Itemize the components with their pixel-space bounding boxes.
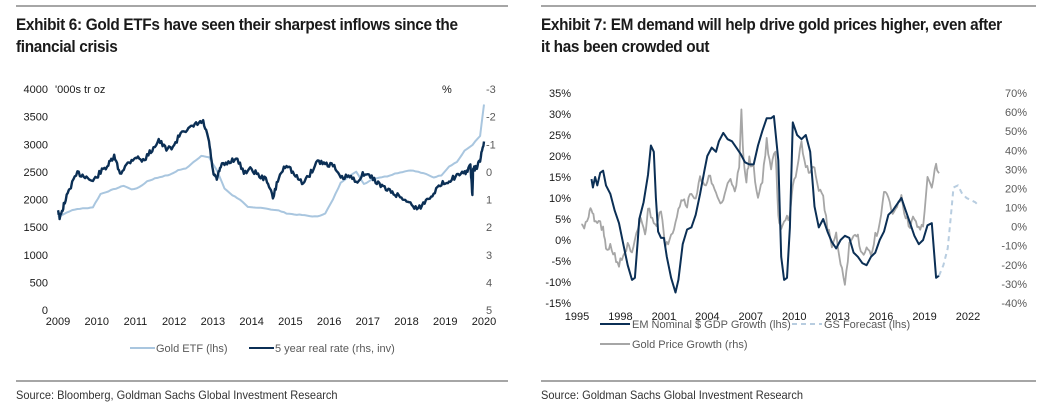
y-axis-right-tick-label: 50% bbox=[1005, 126, 1027, 138]
y-axis-left-tick-label: 2000 bbox=[24, 195, 48, 207]
y-axis-right-tick-label: 0 bbox=[486, 167, 492, 179]
exhibit-6-panel: Exhibit 6: Gold ETFs have seen their sha… bbox=[16, 0, 508, 407]
y-axis-right-tick-label: -30% bbox=[1001, 279, 1027, 291]
x-axis-tick-label: 2007 bbox=[739, 311, 763, 323]
y-axis-left-tick-label: -10% bbox=[545, 277, 571, 289]
series-line-gs-forecast bbox=[938, 184, 981, 277]
x-axis-tick-label: 2010 bbox=[782, 311, 806, 323]
x-axis-tick-label: 2009 bbox=[46, 316, 70, 328]
y-axis-right-tick-label: 0% bbox=[1011, 222, 1027, 234]
y-axis-right-tick-label: 20% bbox=[1005, 183, 1027, 195]
exhibit-7-title: Exhibit 7: EM demand will help drive gol… bbox=[541, 14, 1038, 58]
exhibit-7-chart: 35% 30% 25% 20% 15% 10% 5% 0% -5% -10% -15% 70% 60% 5… bbox=[545, 88, 1027, 351]
y-axis-left-tick-label: 25% bbox=[549, 130, 571, 142]
exhibit-6-title-line-1: Exhibit 6: Gold ETFs have seen their sha… bbox=[16, 16, 458, 34]
y-axis-right-tick-label: -20% bbox=[1001, 260, 1027, 272]
y-axis-right-tick-label: 30% bbox=[1005, 164, 1027, 176]
y-axis-left-tick-label: -15% bbox=[545, 298, 571, 310]
exhibit-7-title-line-2: it has been crowded out bbox=[541, 38, 710, 56]
exhibit-6-source: Source: Bloomberg, Goldman Sachs Global … bbox=[16, 388, 338, 402]
x-axis-tick-label: 2001 bbox=[652, 311, 676, 323]
y-axis-left-tick-label: 1000 bbox=[24, 250, 48, 262]
y-axis-right-tick-label: 1 bbox=[486, 195, 492, 207]
bottom-divider bbox=[16, 380, 508, 382]
x-axis-tick-label: 2014 bbox=[239, 316, 263, 328]
y-axis-right-tick-label: 5 bbox=[486, 305, 492, 317]
y-axis-right-tick-label: 40% bbox=[1005, 145, 1027, 157]
x-axis-tick-label: 2016 bbox=[869, 311, 893, 323]
x-axis-tick-label: 1995 bbox=[565, 311, 589, 323]
x-axis-tick-label: 2022 bbox=[956, 311, 980, 323]
exhibit-6-title-line-2: financial crisis bbox=[16, 38, 118, 56]
y-axis-right-tick-label: 3 bbox=[486, 250, 492, 262]
y-axis-left-tick-label: 3000 bbox=[24, 139, 48, 151]
series-line-5y-real-rate bbox=[56, 119, 486, 221]
y-axis-left-tick-label: 0% bbox=[555, 235, 571, 247]
y-axis-right-tick-label: -10% bbox=[1001, 241, 1027, 253]
y-axis-right-unit-label: % bbox=[442, 84, 452, 96]
legend-label-gs-forecast: GS Forecast (lhs) bbox=[824, 319, 910, 331]
x-axis-tick-label: 2013 bbox=[201, 316, 225, 328]
y-axis-left-tick-label: 500 bbox=[30, 277, 48, 289]
x-axis-tick-label: 2010 bbox=[84, 316, 108, 328]
x-axis-tick-label: 2020 bbox=[472, 316, 496, 328]
x-axis-tick-label: 2018 bbox=[394, 316, 418, 328]
y-axis-right-tick-label: 10% bbox=[1005, 203, 1027, 215]
y-axis-right-tick-label: -40% bbox=[1001, 298, 1027, 310]
x-axis-tick-label: 2019 bbox=[912, 311, 936, 323]
y-axis-right-tick-label: -3 bbox=[486, 84, 496, 96]
y-axis-left-tick-label: 2500 bbox=[24, 167, 48, 179]
y-axis-left-tick-label: 10% bbox=[549, 193, 571, 205]
top-divider bbox=[16, 5, 508, 7]
y-axis-right-tick-label: -1 bbox=[486, 139, 496, 151]
legend-label-gold-etf: Gold ETF (lhs) bbox=[156, 343, 228, 355]
y-axis-right-tick-label: -2 bbox=[486, 112, 496, 124]
x-axis-tick-label: 2004 bbox=[695, 311, 719, 323]
y-axis-left-tick-label: 15% bbox=[549, 172, 571, 184]
x-axis-tick-label: 2011 bbox=[124, 316, 148, 328]
x-axis-tick-label: 2017 bbox=[356, 316, 380, 328]
legend-label-real-rate: 5 year real rate (rhs, inv) bbox=[275, 343, 395, 355]
y-axis-right-tick-label: 4 bbox=[486, 277, 492, 289]
y-axis-left-tick-label: 5% bbox=[555, 214, 571, 226]
y-axis-left-unit-label: '000s tr oz bbox=[55, 84, 105, 96]
exhibit-7-source: Source: Goldman Sachs Global Investment … bbox=[541, 388, 804, 402]
x-axis-tick-label: 2015 bbox=[278, 316, 302, 328]
x-axis-tick-label: 2016 bbox=[317, 316, 341, 328]
top-divider bbox=[541, 5, 1036, 7]
legend-label-em-gdp: EM Nominal $ GDP Growth (lhs) bbox=[632, 319, 791, 331]
y-axis-right-tick-label: 60% bbox=[1005, 107, 1027, 119]
y-axis-left-tick-label: 3500 bbox=[24, 112, 48, 124]
y-axis-left-tick-label: 30% bbox=[549, 109, 571, 121]
x-axis-tick-label: 2019 bbox=[433, 316, 457, 328]
bottom-divider bbox=[541, 380, 1036, 382]
y-axis-left-tick-label: 0 bbox=[42, 305, 48, 317]
series-line-gold-etf bbox=[57, 104, 485, 219]
x-axis-tick-label: 2012 bbox=[162, 316, 186, 328]
y-axis-left-tick-label: 1500 bbox=[24, 222, 48, 234]
y-axis-left-tick-label: -5% bbox=[551, 256, 571, 268]
exhibit-6-title: Exhibit 6: Gold ETFs have seen their sha… bbox=[16, 14, 510, 58]
x-axis-tick-label: 1998 bbox=[608, 311, 632, 323]
exhibit-6-chart: 4000 3500 3000 2500 2000 1500 1000 500 0 -3 -2 -1 0 1… bbox=[24, 84, 497, 355]
y-axis-left-tick-label: 20% bbox=[549, 151, 571, 163]
y-axis-left-tick-label: 4000 bbox=[24, 84, 48, 96]
y-axis-right-tick-label: 2 bbox=[486, 222, 492, 234]
series-line-em-gdp-growth bbox=[590, 115, 940, 294]
legend-label-gold-price: Gold Price Growth (rhs) bbox=[632, 339, 748, 351]
y-axis-left-tick-label: 35% bbox=[549, 88, 571, 100]
x-axis-tick-label: 2013 bbox=[825, 311, 849, 323]
exhibit-7-title-line-1: Exhibit 7: EM demand will help drive gol… bbox=[541, 16, 1002, 34]
y-axis-right-tick-label: 70% bbox=[1005, 88, 1027, 100]
exhibit-7-panel: Exhibit 7: EM demand will help drive gol… bbox=[541, 0, 1036, 407]
